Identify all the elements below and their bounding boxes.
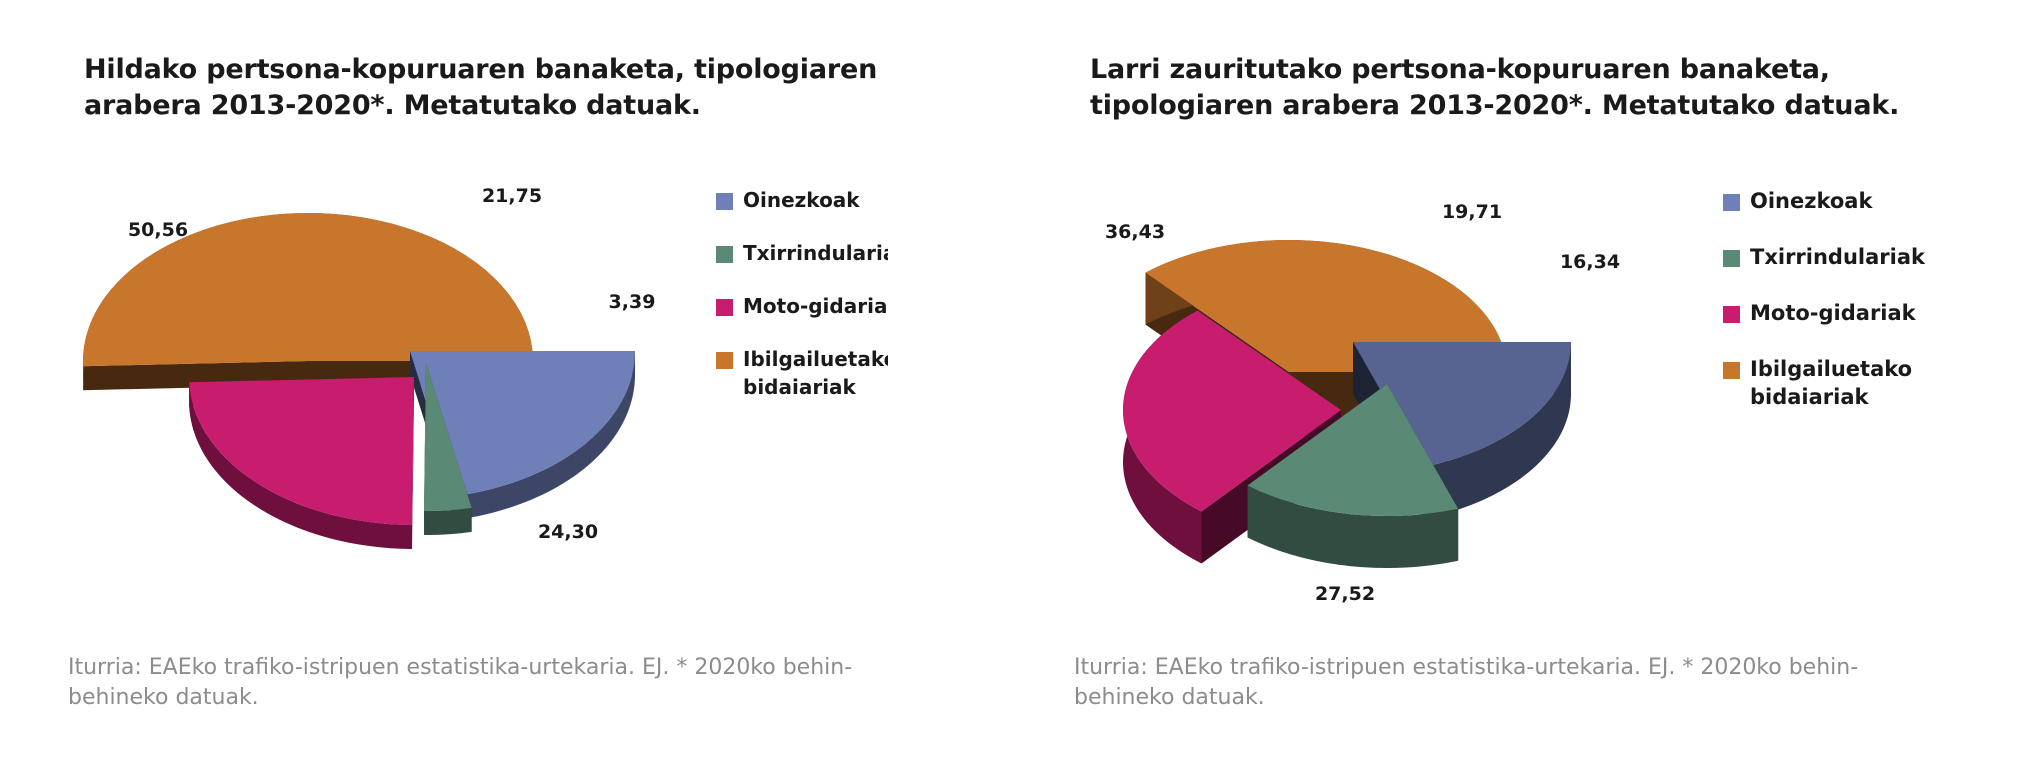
chart-legend: Oinezkoak Txirrindulariak Moto-gidariak …: [716, 186, 888, 426]
legend-label: Txirrindulariak: [743, 241, 888, 265]
data-label: 21,75: [482, 185, 542, 207]
data-label: 19,71: [1442, 201, 1502, 223]
legend-label: Ibilgailuetako bidaiariak: [743, 347, 888, 399]
chart-title: Hildako pertsona-kopuruaren banaketa, ti…: [84, 54, 878, 121]
chart-legend: Oinezkoak Txirrindulariak Moto-gidariak …: [1723, 187, 2003, 439]
chart-panel-serious-injuries: Larri zauritutako pertsona-kopuruaren ba…: [1000, 0, 2017, 769]
pie-slice-oinezkoak: [410, 351, 635, 520]
data-label: 24,30: [538, 521, 598, 543]
legend-item-motogidariak: Moto-gidariak: [716, 292, 888, 320]
legend-item-txirrindulariak: Txirrindulariak: [1723, 243, 2003, 271]
legend-item-oinezkoak: Oinezkoak: [1723, 187, 2003, 215]
pie-slice-moto-gidariak: [189, 377, 414, 549]
legend-swatch-oinezkoak: [716, 193, 733, 210]
data-label: 36,43: [1105, 221, 1165, 243]
chart-panel-fatalities: Hildako pertsona-kopuruaren banaketa, ti…: [0, 0, 1000, 769]
legend-label: Ibilgailuetako bidaiariak: [1750, 357, 1913, 409]
pie-slice-txirrindulariak: [424, 363, 472, 535]
legend-label: Txirrindulariak: [1750, 245, 1925, 269]
legend-swatch-txirrindulariak: [716, 246, 733, 263]
legend-item-oinezkoak: Oinezkoak: [716, 186, 888, 214]
data-label: 27,52: [1315, 583, 1375, 605]
data-label: 3,39: [609, 291, 656, 313]
legend-label: Moto-gidariak: [1750, 301, 1916, 325]
legend-item-motogidariak: Moto-gidariak: [1723, 299, 2003, 327]
pie-chart-serious-injuries: 19,71 16,34 27,52 36,43: [1105, 201, 1620, 605]
chart-title: Larri zauritutako pertsona-kopuruaren ba…: [1090, 54, 1900, 121]
pie-chart-fatalities: 21,75 3,39 24,30 50,56: [83, 185, 656, 549]
source-note: Iturria: EAEko trafiko-istripuen estatis…: [68, 655, 853, 710]
legend-swatch-ibilgailuetako: [716, 352, 733, 369]
legend-swatch-motogidariak: [1723, 306, 1740, 323]
legend-item-ibilgailuetako: Ibilgailuetako bidaiariak: [716, 345, 888, 401]
legend-swatch-motogidariak: [716, 299, 733, 316]
legend-swatch-ibilgailuetako: [1723, 362, 1740, 379]
source-note: Iturria: EAEko trafiko-istripuen estatis…: [1074, 655, 1859, 710]
data-label: 50,56: [128, 219, 188, 241]
legend-item-ibilgailuetako: Ibilgailuetako bidaiariak: [1723, 355, 2003, 411]
legend-label: Oinezkoak: [1750, 189, 1873, 213]
data-label: 16,34: [1560, 251, 1620, 273]
pie-slice-txirrindulariak: [1247, 384, 1459, 568]
legend-swatch-oinezkoak: [1723, 194, 1740, 211]
legend-label: Oinezkoak: [743, 188, 860, 212]
legend-item-txirrindulariak: Txirrindulariak: [716, 239, 888, 267]
legend-swatch-txirrindulariak: [1723, 250, 1740, 267]
legend-label: Moto-gidariak: [743, 294, 888, 318]
